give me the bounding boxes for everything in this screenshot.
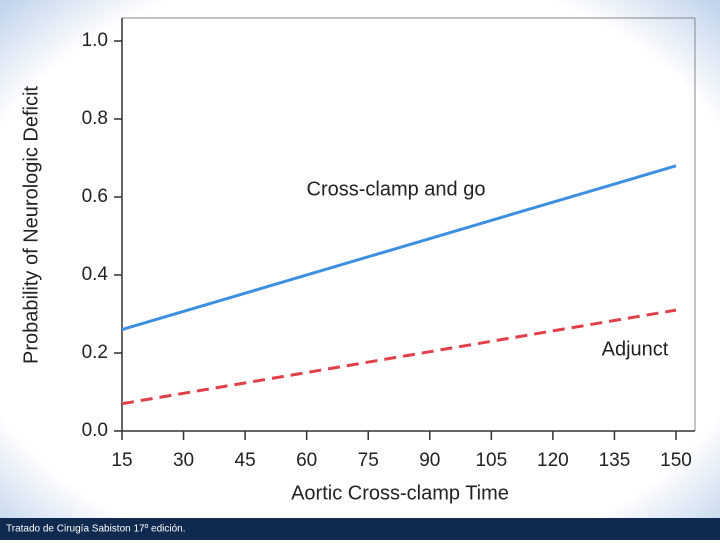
y-tick-label: 0.8: [82, 108, 108, 129]
y-axis-label: Probability of Neurologic Deficit: [20, 86, 42, 364]
y-tick-label: 0.0: [82, 420, 108, 441]
y-tick-label: 1.0: [82, 30, 108, 51]
series-label: Cross-clamp and go: [307, 178, 486, 200]
x-tick-label: 120: [537, 450, 569, 471]
series-line: [121, 164, 677, 332]
x-tick-label: 15: [111, 450, 132, 471]
series-label: Adjunct: [602, 338, 669, 360]
x-tick-label: 135: [599, 450, 631, 471]
x-tick-label: 75: [358, 450, 379, 471]
x-tick-label: 30: [173, 450, 194, 471]
x-axis-label: Aortic Cross-clamp Time: [291, 482, 509, 504]
y-tick-label: 0.4: [82, 264, 109, 285]
x-tick-label: 105: [475, 450, 507, 471]
y-tick-label: 0.2: [82, 342, 108, 363]
x-tick-label: 90: [419, 450, 440, 471]
y-tick-label: 0.6: [82, 186, 108, 207]
footer-bar: [0, 518, 720, 540]
x-tick-label: 150: [660, 450, 692, 471]
footer-text: Tratado de Cirugía Sabiston 17º edición.: [6, 524, 186, 535]
x-tick-label: 45: [235, 450, 256, 471]
x-tick-label: 60: [296, 450, 317, 471]
